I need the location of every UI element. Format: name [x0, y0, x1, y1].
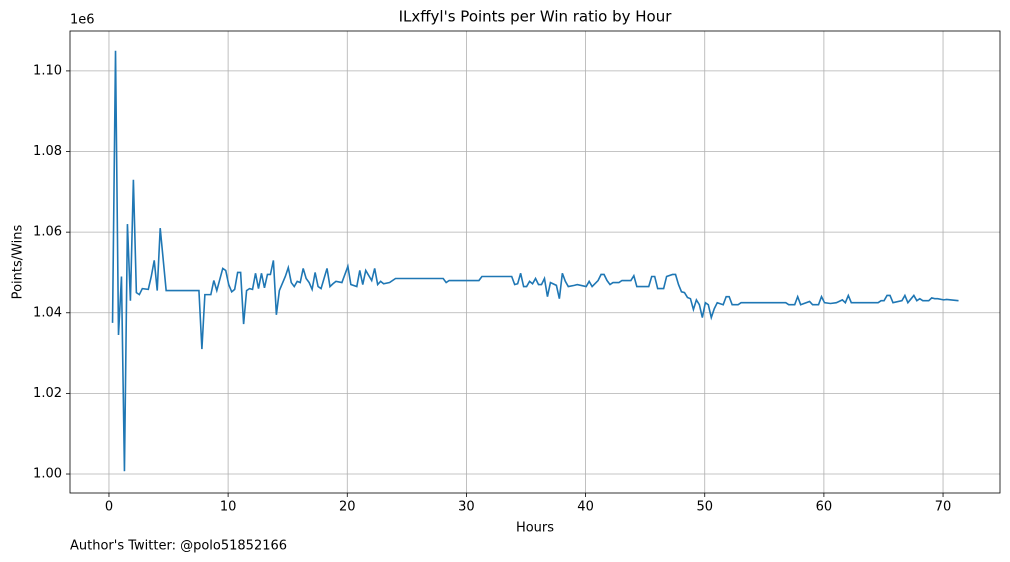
x-tick-label: 40 — [577, 500, 594, 515]
y-tick-label: 1.04 — [33, 305, 62, 320]
y-tick-label: 1.10 — [33, 63, 62, 78]
plot-frame — [69, 30, 1001, 494]
x-tick-label: 30 — [458, 500, 475, 515]
x-tick-label: 0 — [105, 500, 113, 515]
x-axis-label: Hours — [516, 521, 554, 536]
y-tick-label: 1.08 — [33, 144, 62, 159]
annotation: Author's Twitter: @polo51852166 — [70, 539, 287, 554]
x-tick-label: 70 — [935, 500, 952, 515]
chart-title: ILxffyl's Points per Win ratio by Hour — [399, 8, 673, 26]
x-tick-label: 20 — [339, 500, 356, 515]
y-tick-label: 1.02 — [33, 386, 62, 401]
data-line — [111, 50, 959, 472]
x-tick-label: 10 — [220, 500, 237, 515]
x-tick-label: 60 — [816, 500, 833, 515]
x-tick-label: 50 — [696, 500, 713, 515]
y-offset-label: 1e6 — [70, 13, 95, 28]
y-axis-label: Points/Wins — [11, 224, 26, 299]
y-tick-label: 1.06 — [33, 225, 62, 240]
y-tick-label: 1.00 — [33, 467, 62, 482]
